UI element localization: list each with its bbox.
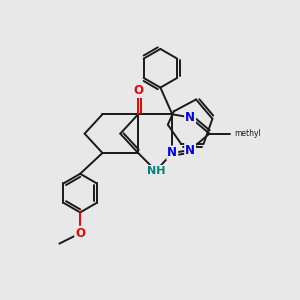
Text: N: N	[185, 111, 195, 124]
Text: N: N	[185, 143, 195, 157]
Text: O: O	[75, 227, 85, 240]
Text: N: N	[167, 146, 177, 160]
Text: NH: NH	[147, 166, 165, 176]
Text: O: O	[133, 84, 143, 97]
Text: methyl: methyl	[234, 129, 261, 138]
